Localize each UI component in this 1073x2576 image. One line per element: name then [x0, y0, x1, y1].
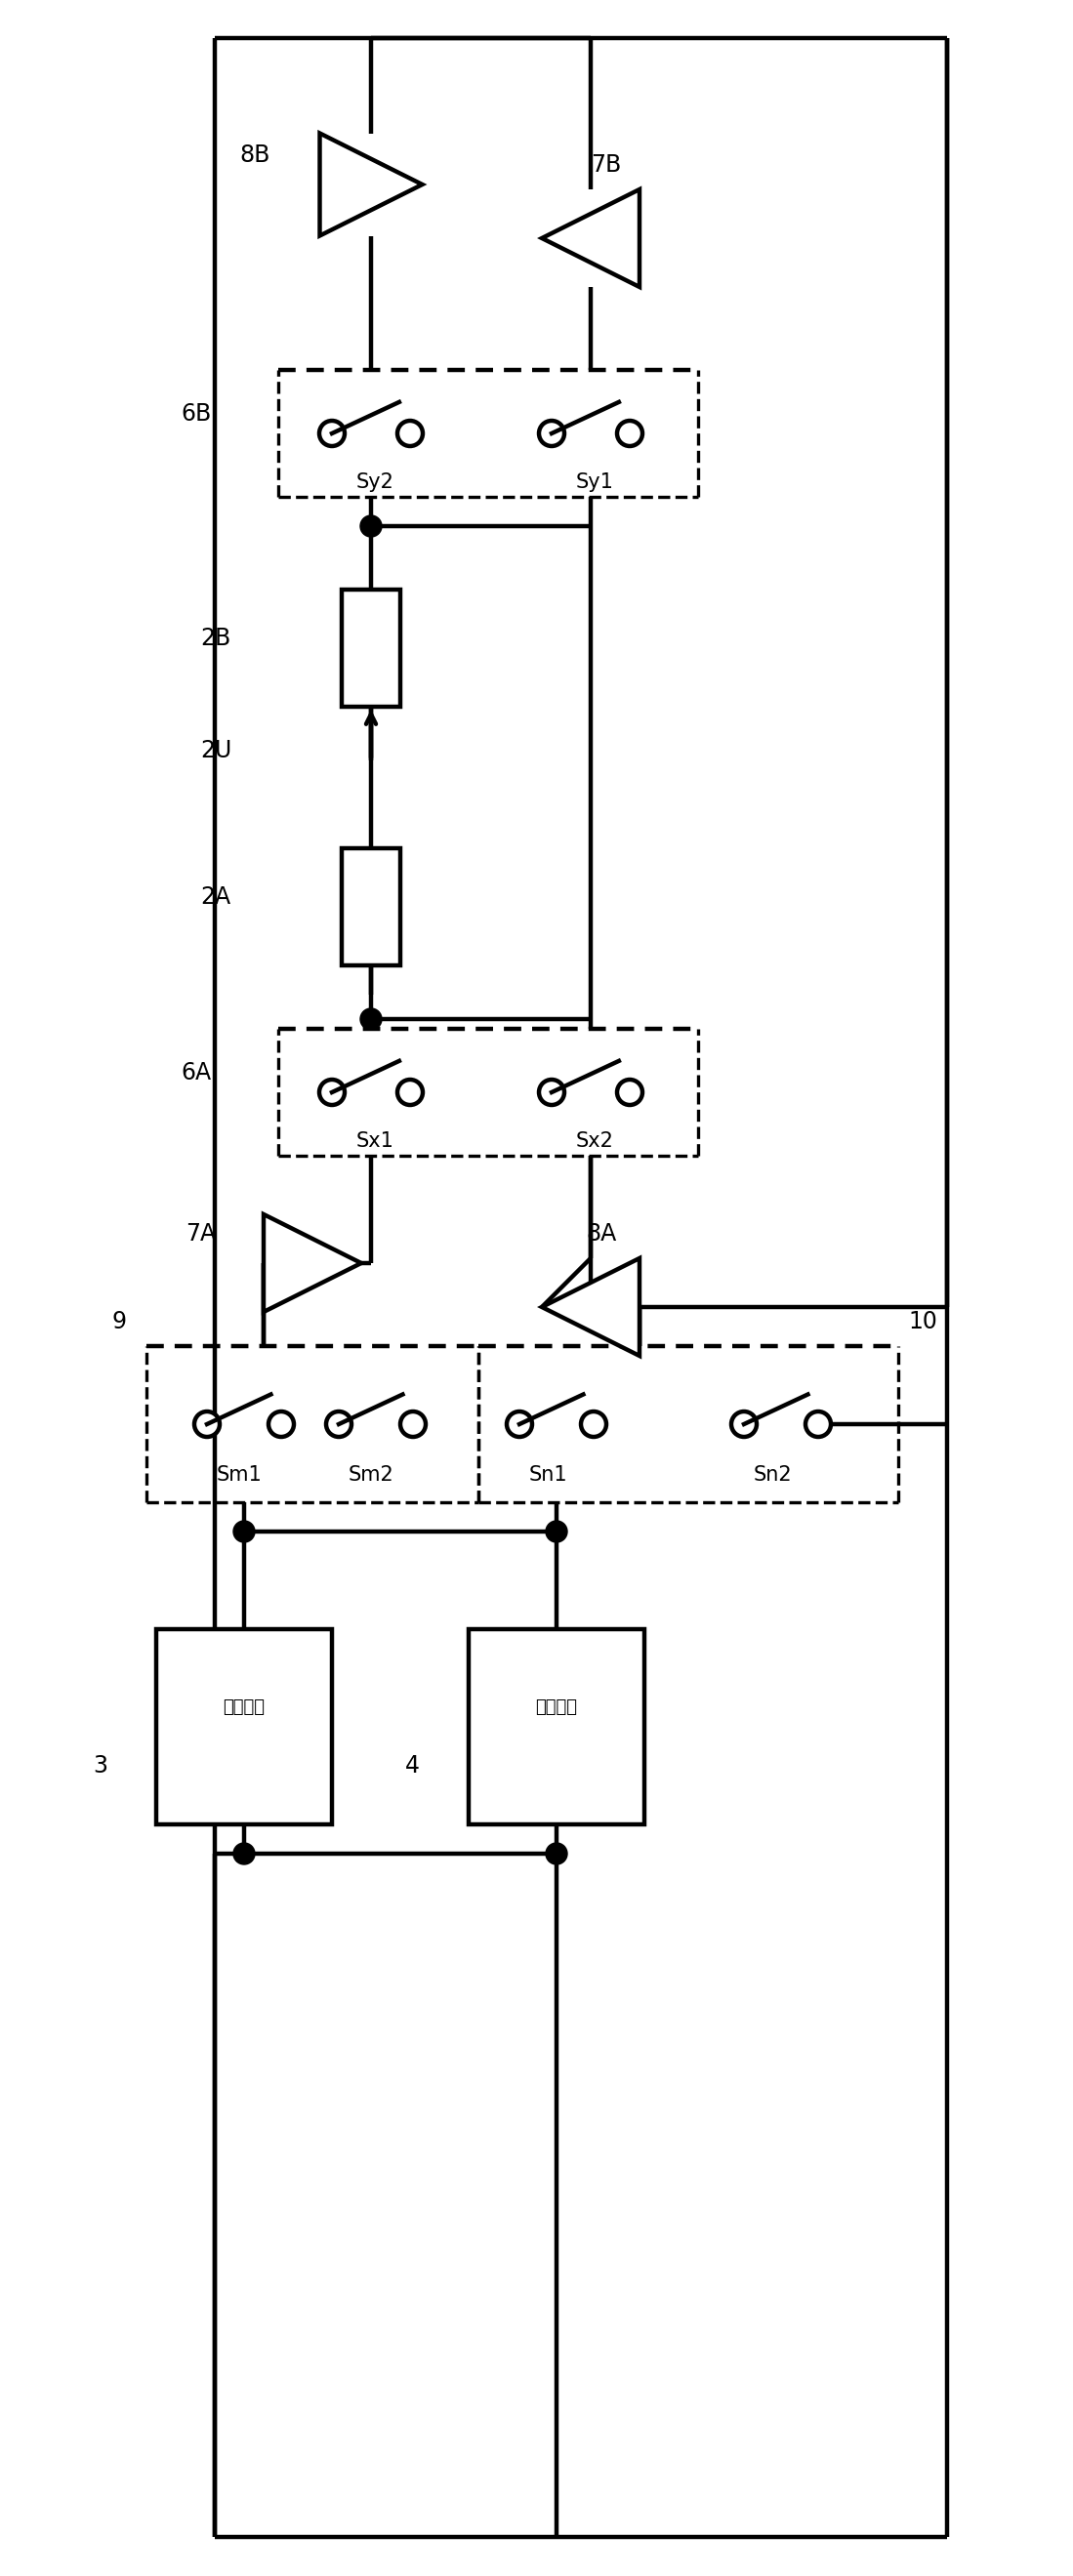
Text: 6A: 6A [180, 1061, 211, 1084]
Text: 4: 4 [406, 1754, 420, 1777]
Circle shape [617, 1079, 643, 1105]
Text: 3: 3 [92, 1754, 107, 1777]
Circle shape [806, 1412, 831, 1437]
Bar [341, 590, 400, 706]
Circle shape [400, 1412, 426, 1437]
Circle shape [546, 1520, 568, 1543]
Circle shape [320, 420, 344, 446]
Text: 7A: 7A [186, 1221, 216, 1247]
Circle shape [326, 1412, 352, 1437]
Text: 6B: 6B [180, 402, 211, 425]
Text: Sx1: Sx1 [356, 1131, 394, 1151]
Text: Sm1: Sm1 [217, 1466, 263, 1484]
Text: Sn1: Sn1 [529, 1466, 568, 1484]
Text: 接收电路: 接收电路 [535, 1698, 577, 1716]
Circle shape [320, 1079, 344, 1105]
Circle shape [233, 1520, 254, 1543]
Text: Sx2: Sx2 [576, 1131, 614, 1151]
Text: Sm2: Sm2 [349, 1466, 394, 1484]
Bar [469, 1628, 645, 1824]
Circle shape [539, 420, 564, 446]
Circle shape [361, 515, 382, 536]
Text: Sn2: Sn2 [753, 1466, 793, 1484]
Polygon shape [542, 1257, 640, 1355]
Text: 发送电路: 发送电路 [223, 1698, 265, 1716]
Text: 2U: 2U [201, 739, 232, 762]
Polygon shape [320, 134, 423, 237]
Circle shape [233, 1842, 254, 1865]
Circle shape [361, 1007, 382, 1030]
Circle shape [617, 420, 643, 446]
Text: Sy1: Sy1 [576, 471, 614, 492]
Circle shape [268, 1412, 294, 1437]
Circle shape [506, 1412, 532, 1437]
Text: 2B: 2B [201, 626, 231, 649]
Text: Sy2: Sy2 [356, 471, 394, 492]
Bar [341, 848, 400, 966]
Text: 7B: 7B [591, 152, 621, 178]
Text: 8B: 8B [239, 144, 269, 167]
Text: 9: 9 [113, 1311, 127, 1334]
Bar [157, 1628, 332, 1824]
Polygon shape [264, 1213, 362, 1311]
Circle shape [580, 1412, 606, 1437]
Circle shape [194, 1412, 220, 1437]
Circle shape [397, 1079, 423, 1105]
Text: 10: 10 [908, 1311, 937, 1334]
Circle shape [397, 420, 423, 446]
Circle shape [546, 1842, 568, 1865]
Text: 2A: 2A [201, 886, 231, 909]
Text: 8A: 8A [586, 1221, 616, 1247]
Polygon shape [542, 191, 640, 286]
Circle shape [539, 1079, 564, 1105]
Circle shape [732, 1412, 756, 1437]
